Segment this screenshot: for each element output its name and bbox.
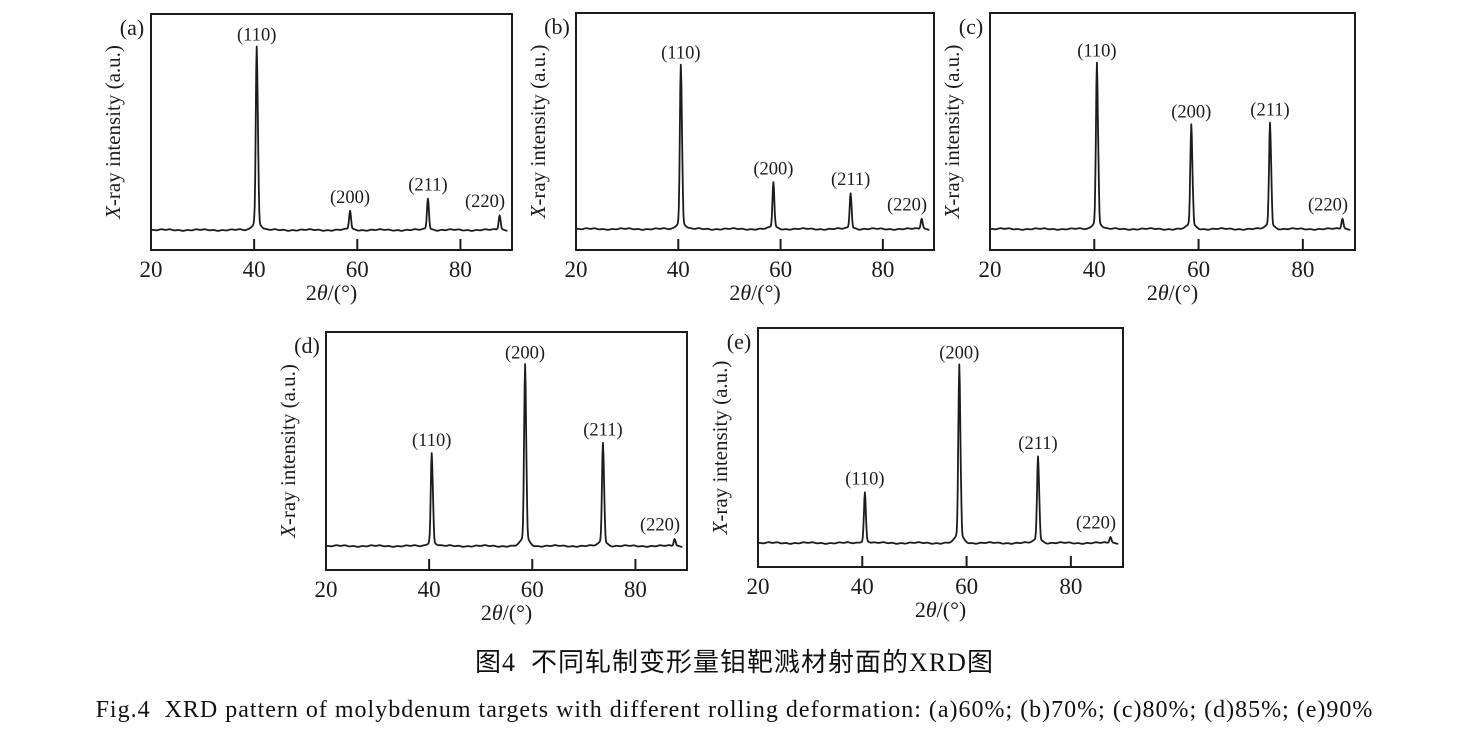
x-tick-label: 60 — [1187, 257, 1210, 282]
figure-caption-chinese: 图4 不同轧制变形量钼靶溅材射面的XRD图 — [475, 648, 994, 677]
y-axis-label: X-ray intensity (a.u.) — [708, 361, 732, 536]
x-tick-label: 20 — [565, 257, 588, 282]
peak-label: (200) — [1171, 103, 1211, 123]
figure-caption-english: Fig.4 XRD pattern of molybdenum targets … — [95, 697, 1374, 723]
x-axis-label: 2θ/(°) — [915, 597, 966, 622]
peak-label: (220) — [640, 516, 680, 536]
peak-label: (211) — [1018, 434, 1057, 454]
xrd-plot-svg: 20 40 60 80 2θ/(°) X-ray intensity (a.u.) (a) (… — [101, 13, 513, 305]
peak-label: (211) — [831, 170, 870, 190]
x-axis-label: 2θ/(°) — [481, 600, 532, 625]
peak-label: (110) — [661, 44, 700, 64]
peak-label: (211) — [408, 175, 447, 195]
x-tick-label: 60 — [521, 577, 544, 602]
panel-letter: (d) — [294, 333, 320, 358]
peak-label: (110) — [237, 26, 276, 46]
peak-label: (200) — [505, 343, 545, 363]
x-tick-label: 60 — [769, 257, 792, 282]
xrd-plot-svg: 20 40 60 80 2θ/(°) X-ray intensity (a.u.) (b) (… — [526, 12, 935, 305]
x-tick-label: 20 — [979, 257, 1002, 282]
xrd-trace — [150, 45, 508, 232]
x-tick-label: 40 — [418, 577, 441, 602]
peak-label: (200) — [753, 160, 793, 180]
y-axis-label: X-ray intensity (a.u.) — [940, 45, 964, 220]
plot-frame — [757, 327, 1124, 568]
xrd-panel-d: 20 40 60 80 2θ/(°) X-ray intensity (a.u.) (d) (… — [242, 319, 717, 625]
xrd-panel-a: 20 40 60 80 2θ/(°) X-ray intensity (a.u.) (a) (… — [67, 1, 542, 305]
x-tick-label: 80 — [1059, 574, 1082, 599]
peak-label: (220) — [887, 195, 927, 215]
x-tick-label: 40 — [851, 574, 874, 599]
x-tick-label: 40 — [243, 257, 266, 282]
peak-label: (200) — [330, 188, 370, 208]
peak-label: (220) — [465, 192, 505, 212]
peak-label: (110) — [1077, 41, 1116, 61]
x-tick-label: 80 — [624, 577, 647, 602]
xrd-panel-e: 20 40 60 80 2θ/(°) X-ray intensity (a.u.) (e) (… — [674, 315, 1153, 622]
plot-frame — [989, 12, 1356, 251]
xrd-panel-b: 20 40 60 80 2θ/(°) X-ray intensity (a.u.) (b) (… — [492, 0, 964, 305]
xrd-panel-c: 20 40 60 80 2θ/(°) X-ray intensity (a.u.) (c) (… — [906, 0, 1385, 305]
panel-letter: (c) — [959, 14, 983, 39]
peak-label: (110) — [412, 431, 451, 451]
y-axis-label: X-ray intensity (a.u.) — [101, 45, 125, 220]
x-tick-label: 40 — [667, 257, 690, 282]
x-tick-label: 20 — [747, 574, 770, 599]
panel-letter: (a) — [120, 15, 144, 40]
peak-label: (110) — [845, 470, 884, 490]
peak-label: (220) — [1076, 514, 1116, 534]
peak-label: (211) — [583, 421, 622, 441]
x-axis-label: 2θ/(°) — [1147, 280, 1198, 305]
x-axis-label: 2θ/(°) — [306, 280, 357, 305]
xrd-trace — [757, 363, 1119, 545]
peak-label: (200) — [939, 344, 979, 364]
x-tick-label: 60 — [346, 257, 369, 282]
x-tick-label: 40 — [1083, 257, 1106, 282]
xrd-trace — [325, 363, 683, 548]
y-axis-label: X-ray intensity (a.u.) — [526, 45, 550, 220]
peak-label: (211) — [1250, 101, 1289, 121]
panel-letter: (e) — [727, 329, 751, 354]
x-tick-label: 80 — [449, 257, 472, 282]
xrd-plot-svg: 20 40 60 80 2θ/(°) X-ray intensity (a.u.) (d) (… — [276, 331, 688, 625]
panel-letter: (b) — [544, 14, 570, 39]
xrd-trace — [575, 63, 930, 231]
plot-frame — [150, 13, 513, 251]
x-tick-label: 20 — [140, 257, 163, 282]
y-axis-label: X-ray intensity (a.u.) — [276, 364, 300, 539]
x-tick-label: 80 — [1291, 257, 1314, 282]
peak-label: (220) — [1308, 195, 1348, 215]
xrd-trace — [989, 61, 1351, 231]
x-tick-label: 80 — [871, 257, 894, 282]
x-tick-label: 60 — [955, 574, 978, 599]
plot-frame — [325, 331, 688, 571]
xrd-plot-svg: 20 40 60 80 2θ/(°) X-ray intensity (a.u.) (e) (… — [708, 327, 1124, 622]
xrd-plot-svg: 20 40 60 80 2θ/(°) X-ray intensity (a.u.) (c) (… — [940, 12, 1356, 305]
x-axis-label: 2θ/(°) — [729, 280, 780, 305]
plot-frame — [575, 12, 935, 251]
x-tick-label: 20 — [315, 577, 338, 602]
